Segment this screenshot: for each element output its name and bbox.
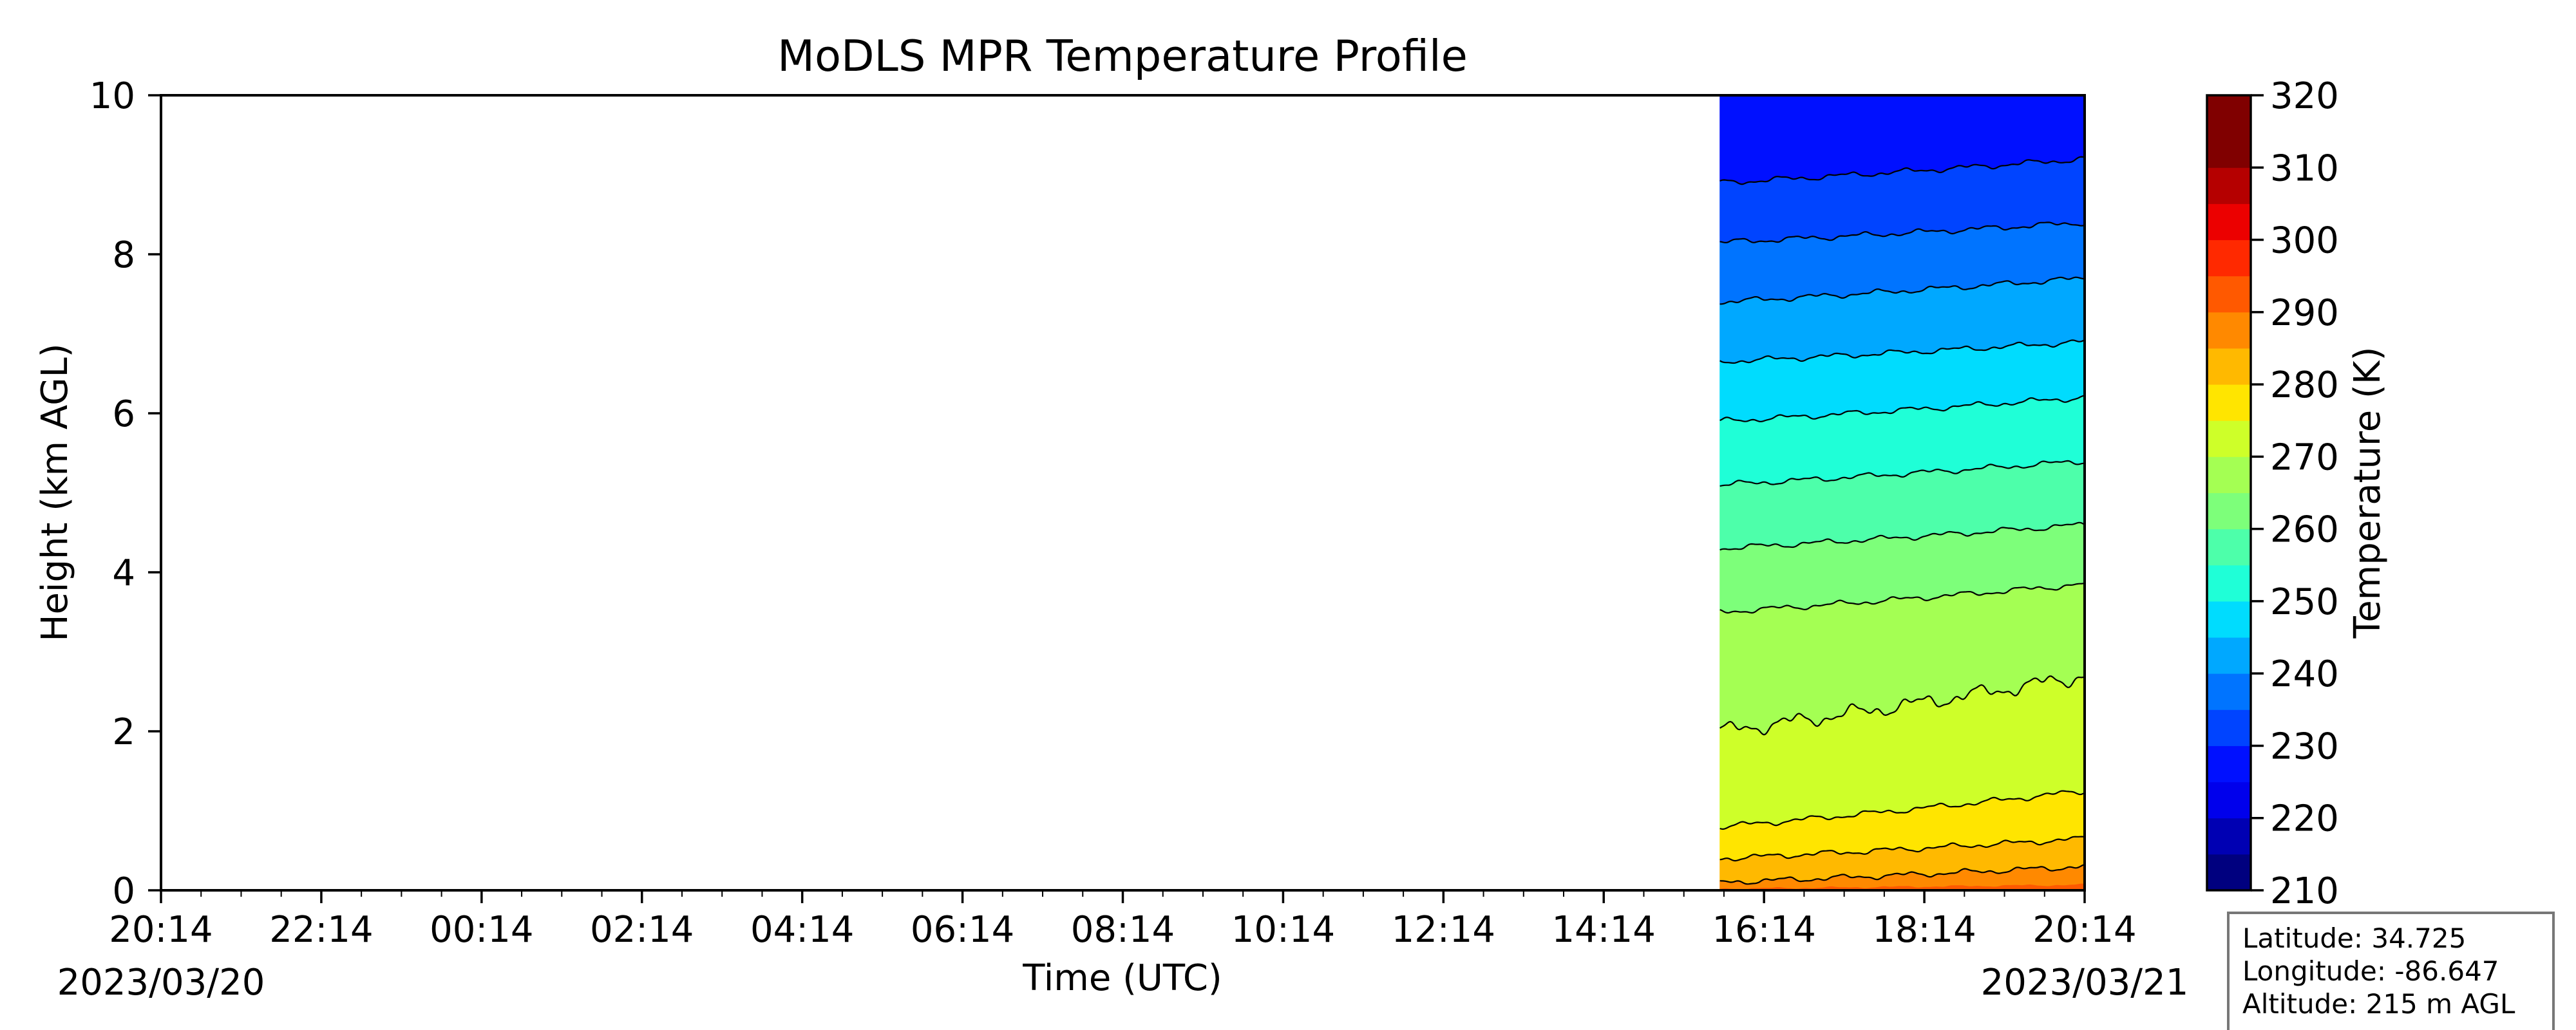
colorbar-tick-label: 220: [2270, 798, 2339, 840]
colorbar-segment: [2207, 239, 2251, 277]
colorbar-label: Temperature (K): [2347, 347, 2389, 639]
x-tick-label: 10:14: [1231, 909, 1335, 951]
contour-lines: [1719, 156, 2085, 885]
x-tick-label: 06:14: [911, 909, 1014, 951]
start-date-label: 2023/03/20: [57, 962, 265, 1004]
contour-255K: [1719, 460, 2085, 487]
colorbar-segment: [2207, 420, 2251, 457]
colorbar-segment: [2207, 348, 2251, 385]
colorbar-segment: [2207, 565, 2251, 602]
colorbar-segment: [2207, 131, 2251, 168]
y-tick-label: 6: [112, 393, 135, 435]
colorbar-segment: [2207, 95, 2251, 132]
colorbar-frame: [2206, 94, 2252, 892]
colorbar-tick-label: 320: [2270, 75, 2339, 117]
y-tick-label: 4: [112, 552, 135, 594]
colorbar-segment: [2207, 384, 2251, 421]
colorbar-tick-label: 260: [2270, 509, 2339, 551]
colorbar-segment: [2207, 312, 2251, 349]
colorbar-tick-label: 300: [2270, 220, 2339, 262]
contour-280K: [1719, 836, 2085, 862]
x-tick-label: 02:14: [590, 909, 694, 951]
colorbar-tick-label: 310: [2270, 147, 2339, 189]
y-tick-label: 8: [112, 234, 135, 276]
x-tick-label: 08:14: [1071, 909, 1175, 951]
colorbar-tick-label: 270: [2270, 436, 2339, 478]
colorbar-segment: [2207, 203, 2251, 241]
x-axis-label: Time (UTC): [1022, 957, 1222, 999]
colorbar-segment: [2207, 276, 2251, 313]
contour-235K: [1719, 221, 2085, 244]
colorbar-segment: [2207, 456, 2251, 493]
x-tick-label: 18:14: [1872, 909, 1976, 951]
y-tick-label: 2: [112, 711, 135, 753]
contour-285K: [1719, 863, 2085, 885]
contour-240K: [1719, 276, 2085, 305]
x-tick-label: 20:14: [2032, 909, 2136, 951]
colorbar-segment: [2207, 601, 2251, 638]
contour-265K: [1719, 582, 2085, 614]
x-tick-label: 04:14: [750, 909, 854, 951]
location-info-box: Latitude: 34.725 Longitude: -86.647 Alti…: [2227, 912, 2555, 1030]
x-tick-label: 22:14: [269, 909, 373, 951]
y-axis: 0 2 4 6 8 10: [90, 75, 161, 912]
colorbar-segment: [2207, 529, 2251, 566]
colorbar-tick-label: 250: [2270, 581, 2339, 623]
colorbar: 210 220 230 240 250 260 270 280 290 300 310 320: [2206, 75, 2339, 912]
temperature-fill: [1719, 95, 2085, 890]
colorbar-segment: [2207, 818, 2251, 855]
chart-title: MoDLS MPR Temperature Profile: [777, 31, 1468, 81]
contour-270K: [1719, 675, 2085, 736]
contour-245K: [1719, 339, 2085, 364]
contour-260K: [1719, 521, 2085, 551]
y-axis-label: Height (km AGL): [34, 343, 76, 641]
colorbar-segment: [2207, 492, 2251, 530]
contour-250K: [1719, 395, 2085, 423]
colorbar-tick-label: 280: [2270, 364, 2339, 406]
colorbar-tick-label: 210: [2270, 870, 2339, 912]
x-tick-label: 16:14: [1712, 909, 1815, 951]
colorbar-segment: [2207, 745, 2251, 783]
info-altitude: Altitude: 215 m AGL: [2242, 988, 2515, 1020]
contour-230K: [1719, 156, 2085, 185]
end-date-label: 2023/03/21: [1981, 962, 2189, 1004]
colorbar-segment: [2207, 854, 2251, 891]
x-tick-label: 20:14: [109, 909, 213, 951]
x-tick-label: 00:14: [430, 909, 533, 951]
info-box-frame: [2227, 912, 2555, 1030]
colorbar-segment: [2207, 167, 2251, 204]
colorbar-tick-label: 230: [2270, 726, 2339, 767]
colorbar-tick-label: 240: [2270, 653, 2339, 695]
x-tick-label: 14:14: [1552, 909, 1656, 951]
colorbar-tick-label: 290: [2270, 292, 2339, 334]
info-longitude: Longitude: -86.647: [2242, 955, 2499, 987]
colorbar-segment: [2207, 637, 2251, 674]
x-axis: 20:14 22:14 00:14 02:14 04:14 06:14 08:14 10:14…: [109, 890, 2137, 951]
fill-band-290K: [1719, 883, 2085, 890]
y-tick-label: 10: [90, 75, 135, 117]
x-tick-label: 12:14: [1392, 909, 1495, 951]
colorbar-segment: [2207, 709, 2251, 746]
contour-275K: [1719, 790, 2085, 830]
colorbar-segment: [2207, 782, 2251, 819]
y-tick-label: 0: [112, 870, 135, 912]
colorbar-segment: [2207, 673, 2251, 710]
info-latitude: Latitude: 34.725: [2242, 922, 2466, 954]
